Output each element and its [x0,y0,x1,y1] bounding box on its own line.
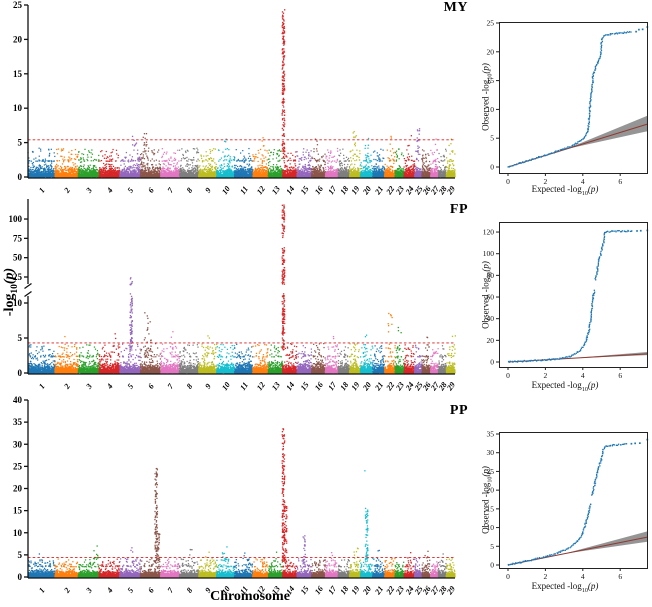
qq-x-axis-label-fp: Expected -log10(p) [478,380,652,393]
label-text: Expected -log [531,184,582,194]
manhattan-plot-pp [0,395,470,607]
qq-y-axis-label-fp: Observed -log10(p) [481,261,494,329]
label-subscript: 10 [487,271,494,278]
label-text: Expected -log [531,581,582,591]
manhattan-plot-my [0,0,470,195]
label-subscript: 10 [487,476,494,483]
label-text: (p) [587,380,599,390]
manhattan-plot-fp [0,195,470,400]
label-text: (p) [587,184,599,194]
qq-plot-fp [478,210,652,395]
label-text: Observed -log [480,277,491,329]
label-subscript: 10 [9,284,20,294]
qq-x-axis-label-pp: Expected -log10(p) [478,581,652,594]
label-subscript: 10 [487,73,494,80]
qq-x-axis-label-my: Expected -log10(p) [478,184,652,197]
label-text: (p) [480,261,491,272]
shared-y-axis-label: -log10(p) [2,268,20,316]
label-text: Observed -log [480,79,491,131]
label-subscript: 10 [581,190,588,197]
trait-title-my: MY [443,0,468,15]
trait-title-fp: FP [449,202,468,217]
label-text: Observed -log [480,482,491,534]
qq-y-axis-label-my: Observed -log10(p) [481,63,494,131]
label-text: (p) [587,581,599,591]
label-subscript: 10 [581,587,588,594]
qq-plot-my [478,8,652,200]
label-text: Expected -log [531,380,582,390]
label-text: -log [2,293,18,317]
label-subscript: 10 [581,386,588,393]
qq-plot-pp [478,405,652,595]
manhattan-x-axis-label: Chromosome [210,589,290,604]
trait-title-pp: PP [449,403,468,418]
label-text: (p) [480,466,491,477]
label-text: (p) [2,267,18,285]
qq-y-axis-label-pp: Observed -log10(p) [481,466,494,534]
label-text: (p) [480,63,491,74]
